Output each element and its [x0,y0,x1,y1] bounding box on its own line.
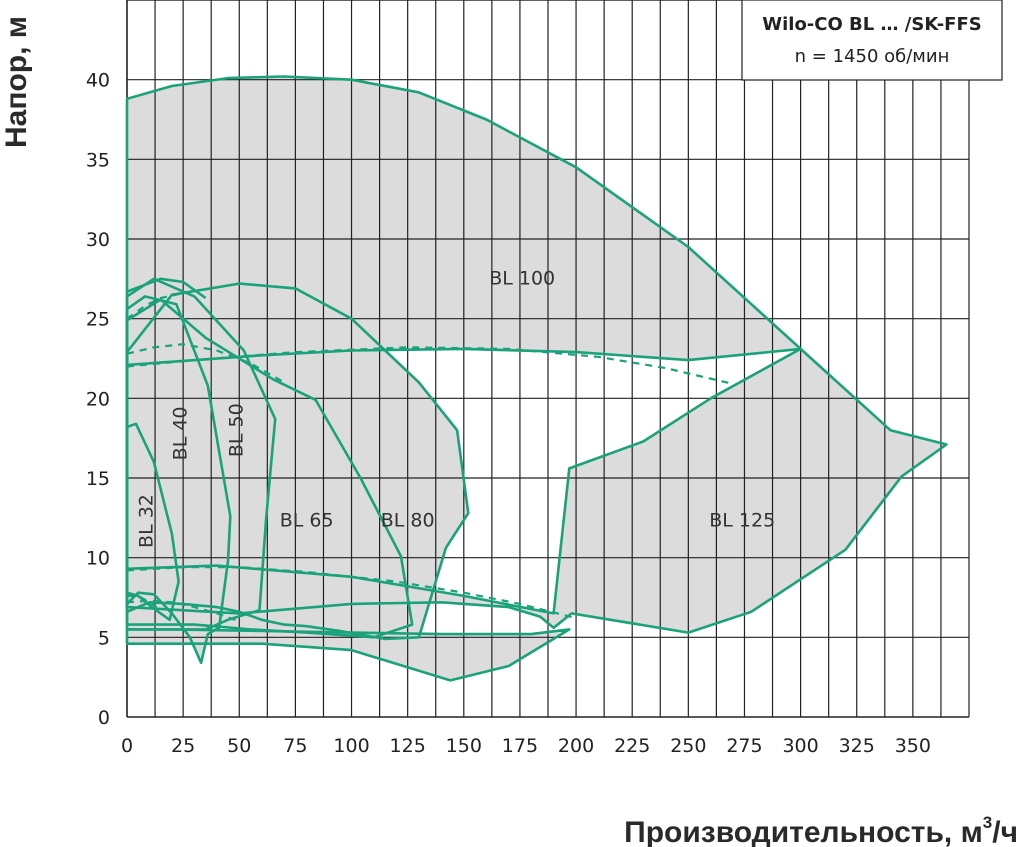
x-tick-label: 25 [171,735,195,757]
x-tick-label: 275 [726,735,762,757]
y-tick-label: 15 [86,468,110,490]
dashed-curve-1 [126,343,285,384]
chart-subtitle: n = 1450 об/мин [795,46,950,67]
region-fill-7 [127,629,570,681]
y-tick-label: 25 [86,309,110,331]
pump-regions [127,76,947,681]
region-outline-7 [125,628,571,682]
x-tick-label: 150 [446,735,482,757]
x-tick-label: 350 [895,735,931,757]
x-tick-label: 225 [614,735,650,757]
y-axis-title: Напор, м [0,16,33,148]
tick-labels: 0 25 50 75 100 125 150 175 200 225 250 275 300 325 350… [86,70,931,757]
y-tick-label: 30 [86,229,110,251]
x-tick-label: 175 [502,735,538,757]
region-labels: BL 100 BL 125 BL 80 BL 65 BL 50 BL 40 BL 32 [136,267,775,548]
legend-box [741,0,1003,81]
y-tick-label: 10 [86,548,110,570]
x-axis-title-main: Производительность, м [624,816,983,847]
chart-title: Wilo-CO BL … /SK-FFS [762,14,981,35]
x-tick-label: 0 [121,735,133,757]
x-axis-title: Производительность, м3/ч [624,813,1018,847]
region-label-bl-32: BL 32 [136,494,158,548]
x-tick-label: 75 [283,735,307,757]
dashed-curve-5 [127,594,162,612]
x-tick-label: 100 [333,735,369,757]
region-fill-1 [127,348,947,633]
pump-curves [125,75,948,682]
x-axis-title-tail: /ч [992,816,1018,847]
y-tick-label: 5 [98,627,110,649]
x-tick-label: 325 [839,735,875,757]
region-label-bl-80: BL 80 [381,510,435,532]
region-label-bl-40: BL 40 [169,406,191,460]
y-tick-label: 0 [98,707,110,729]
region-label-bl-65: BL 65 [280,510,334,532]
y-tick-label: 35 [86,149,110,171]
x-tick-label: 200 [558,735,594,757]
dashed-curve-2 [126,292,184,320]
x-tick-label: 50 [227,735,251,757]
region-outline-0 [125,75,802,367]
y-tick-label: 20 [86,388,110,410]
x-axis-title-sup: 3 [983,813,992,832]
x-tick-label: 300 [782,735,818,757]
x-tick-label: 250 [670,735,706,757]
region-outline-2 [125,282,470,641]
dashed-curve-4 [126,599,240,623]
region-fill-6 [127,423,179,620]
dashed-curves [126,292,734,623]
dashed-curve-3 [126,566,577,620]
x-tick-label: 125 [390,735,426,757]
dashed-curve-0 [126,346,734,386]
region-outline-1 [125,347,948,634]
region-outline-5 [125,295,232,665]
region-label-bl-50: BL 50 [226,403,248,457]
region-outline-6 [125,422,180,622]
solid-curve-0 [126,277,207,300]
region-label-bl-125: BL 125 [709,510,775,532]
y-tick-label: 40 [86,70,110,92]
region-label-bl-100: BL 100 [489,267,555,289]
